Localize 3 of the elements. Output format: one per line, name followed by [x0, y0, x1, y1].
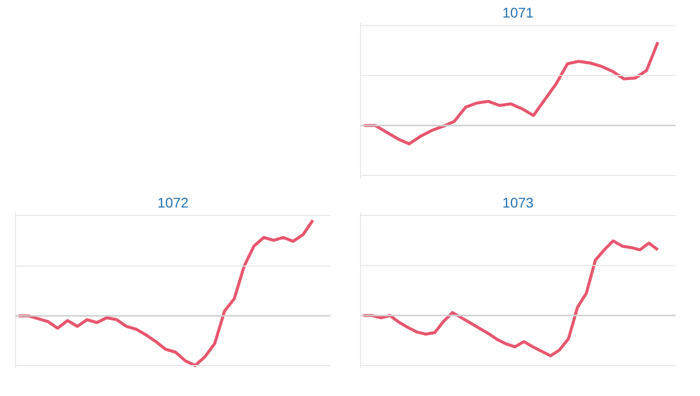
chart-title: 1073 [502, 194, 534, 210]
chart-title: 1072 [157, 194, 189, 210]
chart-title: 1071 [502, 4, 534, 20]
